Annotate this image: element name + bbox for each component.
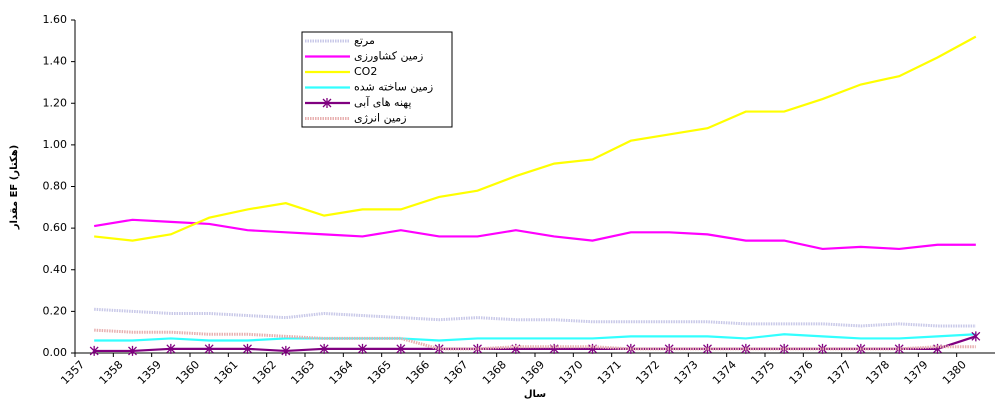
x-tick-label: 1378	[863, 358, 892, 387]
x-tick-label: 1380	[940, 358, 969, 387]
series-line	[94, 307, 976, 328]
x-tick-label: 1370	[557, 358, 586, 387]
series	[89, 331, 981, 356]
marker	[358, 343, 367, 354]
legend-label: پهنه های آبی	[354, 95, 411, 109]
marker	[434, 343, 444, 354]
x-tick-label: 1372	[633, 358, 662, 387]
legend-label: زمین کشاورزی	[354, 50, 423, 63]
marker	[779, 343, 789, 354]
y-tick-label: 1.00	[43, 138, 68, 151]
x-tick-label: 1361	[212, 358, 241, 387]
marker	[319, 343, 329, 354]
legend-marker	[322, 98, 332, 108]
marker	[549, 343, 559, 354]
x-tick-label: 1369	[518, 358, 547, 387]
series	[94, 35, 977, 242]
series	[94, 307, 976, 328]
marker	[281, 345, 291, 356]
series	[94, 333, 976, 342]
y-axis-label: مقدار EF (هکتار)	[9, 145, 20, 230]
series	[93, 218, 976, 251]
series	[94, 328, 976, 351]
legend-label: زمین انرژی	[354, 112, 407, 125]
x-tick-label: 1376	[787, 358, 816, 387]
x-tick-label: 1359	[135, 358, 164, 387]
marker	[396, 343, 406, 354]
x-tick-label: 1360	[173, 358, 202, 387]
x-tick-label: 1373	[672, 358, 701, 387]
x-tick-label: 1375	[748, 358, 777, 387]
x-tick-label: 1368	[480, 358, 509, 387]
series-line	[94, 328, 976, 351]
x-tick-label: 1364	[327, 358, 356, 387]
marker	[89, 345, 99, 356]
x-axis-label: سال	[524, 389, 546, 400]
marker	[243, 343, 252, 354]
x-tick-label: 1362	[250, 358, 279, 387]
marker	[971, 331, 981, 342]
x-tick-label: 1357	[58, 358, 87, 387]
legend-label: مرتع	[354, 34, 375, 47]
y-tick-label: 0.60	[43, 221, 68, 234]
marker	[204, 343, 214, 354]
x-tick-label: 1365	[365, 358, 394, 387]
marker	[128, 345, 137, 356]
y-tick-label: 0.80	[43, 180, 68, 193]
y-tick-label: 1.40	[43, 55, 68, 68]
y-tick-label: 0.00	[43, 346, 68, 359]
y-tick-label: 0.40	[43, 263, 68, 276]
x-tick-label: 1371	[595, 358, 624, 387]
x-tick-label: 1363	[288, 358, 317, 387]
legend-box	[301, 31, 453, 128]
x-tick-label: 1367	[442, 358, 471, 387]
y-tick-label: 1.20	[43, 96, 68, 109]
marker	[473, 343, 482, 354]
marker	[166, 343, 176, 354]
series-line	[94, 333, 976, 342]
series-line	[93, 218, 976, 251]
x-tick-label: 1379	[902, 358, 931, 387]
x-tick-label: 1366	[403, 358, 432, 387]
marker	[664, 343, 674, 354]
marker	[894, 343, 904, 354]
legend-label: زمین ساخته شده	[354, 81, 433, 94]
legend-label: CO2	[354, 65, 377, 78]
series-line	[94, 35, 977, 242]
x-tick-label: 1374	[710, 358, 739, 387]
x-tick-label: 1358	[97, 358, 126, 387]
x-tick-label: 1377	[825, 358, 854, 387]
y-tick-label: 0.20	[43, 304, 68, 317]
y-tick-label: 1.60	[43, 13, 68, 26]
